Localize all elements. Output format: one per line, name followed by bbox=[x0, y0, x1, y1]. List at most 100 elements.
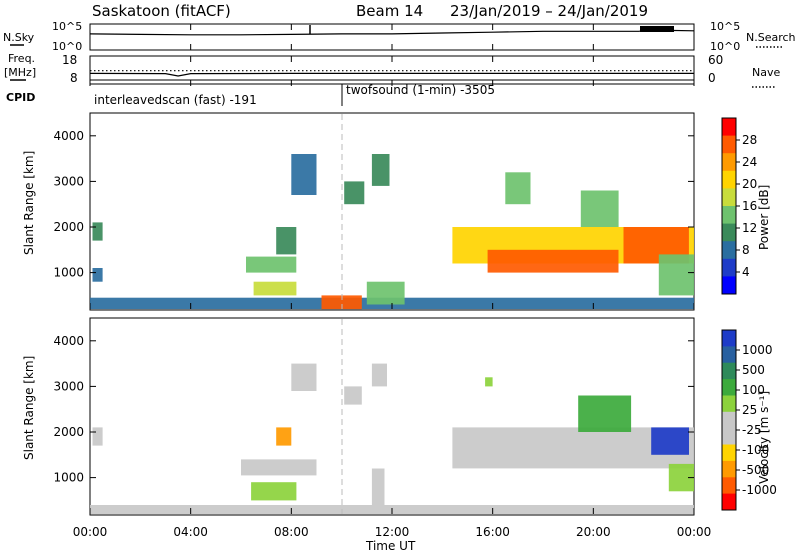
freq-tick-bottom: 8 bbox=[70, 71, 78, 85]
scatter-patch-5 bbox=[276, 227, 297, 255]
colorbar-swatch bbox=[722, 477, 736, 495]
colorbar-swatch bbox=[722, 493, 736, 511]
y-tick-label: 2000 bbox=[53, 220, 84, 234]
y-tick-label: 2000 bbox=[53, 425, 84, 439]
y-tick-label: 3000 bbox=[53, 379, 84, 393]
noise-right-tick-bottom: 10^0 bbox=[710, 40, 740, 53]
colorbar-swatch bbox=[722, 460, 736, 478]
colorbar-tick-label: 500 bbox=[742, 363, 765, 377]
scatter-patch-13 bbox=[505, 172, 531, 205]
noise-right-tick-top: 10^5 bbox=[710, 20, 740, 33]
date-range: 23/Jan/2019 – 24/Jan/2019 bbox=[450, 2, 648, 20]
colorbar-swatch bbox=[722, 276, 736, 295]
scatter-patch-2 bbox=[241, 459, 317, 476]
y-tick-label: 1000 bbox=[53, 471, 84, 485]
colorbar-tick-label: -500 bbox=[742, 463, 769, 477]
colorbar-swatch bbox=[722, 206, 736, 225]
scatter-patch-14 bbox=[580, 190, 619, 227]
nave-label: Nave bbox=[752, 66, 780, 79]
nave-tick-top: 60 bbox=[708, 53, 723, 67]
colorbar-frame bbox=[721, 329, 737, 511]
colorbar-swatch bbox=[722, 395, 736, 413]
colorbar-swatch bbox=[722, 118, 736, 137]
scatter-patch-4 bbox=[253, 281, 297, 296]
scatter-patch-2 bbox=[92, 268, 103, 282]
colorbar-tick-label: 20 bbox=[742, 177, 757, 191]
colorbar-swatch bbox=[722, 411, 736, 429]
x-tick-label: 20:00 bbox=[576, 525, 611, 539]
colorbar-tick-label: -1000 bbox=[742, 483, 777, 497]
power-colorbar: 28 24 20 16 12 8 4 Power [dB] bbox=[721, 117, 771, 295]
x-tick-label: 04:00 bbox=[173, 525, 208, 539]
velocity-y-ticks: 1000 2000 3000 4000 bbox=[53, 334, 694, 485]
nsky-label: N.Sky bbox=[3, 31, 35, 44]
cpid-segment-2: twofsound (1-min) -3505 bbox=[346, 83, 495, 97]
colorbar-swatch bbox=[722, 153, 736, 172]
scatter-patch-12 bbox=[651, 427, 689, 455]
colorbar-swatch bbox=[722, 241, 736, 260]
scatter-patch-3 bbox=[251, 482, 297, 501]
colorbar-tick-label: 28 bbox=[742, 133, 757, 147]
scatter-patch-8 bbox=[371, 468, 385, 505]
time-axis-label: Time UT bbox=[365, 539, 416, 553]
scatter-patch-11 bbox=[578, 395, 632, 432]
cpid-label: CPID bbox=[6, 91, 35, 104]
colorbar-swatch bbox=[722, 188, 736, 207]
scatter-patch-8 bbox=[344, 181, 365, 205]
freq-series-line bbox=[89, 72, 694, 77]
scatter-patch-1 bbox=[92, 427, 103, 446]
nave-tick-bottom: 0 bbox=[708, 71, 716, 85]
colorbar-swatch bbox=[722, 444, 736, 462]
scatter-patch-10 bbox=[366, 281, 405, 305]
noise-panel: N.Sky 10^5 10^0 10^5 10^0 N.Search bbox=[3, 20, 796, 53]
scatter-patch-9 bbox=[371, 154, 390, 186]
velocity-colorbar-label: Velocity [m s⁻¹] bbox=[757, 391, 771, 484]
freq-tick-top: 18 bbox=[62, 53, 77, 67]
colorbar-tick-label: 25 bbox=[742, 403, 757, 417]
x-tick-label: 00:00 bbox=[73, 525, 108, 539]
scatter-patch-10 bbox=[485, 377, 493, 387]
freq-label-line1: Freq. bbox=[8, 52, 35, 65]
scatter-patch-6 bbox=[344, 386, 362, 405]
velocity-colorbar: 1000 500 100 25 -25 -100 -500 -1000 Velocity [m… bbox=[721, 329, 777, 511]
noise-tick-top: 10^5 bbox=[52, 20, 82, 33]
colorbar-tick-label: -100 bbox=[742, 443, 769, 457]
colorbar-tick-label: -25 bbox=[742, 423, 762, 437]
y-tick-label: 3000 bbox=[53, 174, 84, 188]
time-axis: 00:00 04:00 08:00 12:00 16:00 20:00 00:00 bbox=[73, 24, 712, 539]
x-tick-label: 00:00 bbox=[677, 525, 712, 539]
colorbar-swatch bbox=[722, 258, 736, 277]
cpid-panel: CPID interleavedscan (fast) -191 twofsou… bbox=[6, 83, 694, 107]
colorbar-tick-label: 1000 bbox=[742, 343, 773, 357]
x-tick-label: 08:00 bbox=[274, 525, 309, 539]
nsearch-label: N.Search bbox=[746, 31, 796, 44]
colorbar-swatch bbox=[722, 346, 736, 364]
power-panel: Slant Range [km] 1000 2000 3000 4000 bbox=[22, 112, 695, 311]
x-tick-label: 12:00 bbox=[375, 525, 410, 539]
power-y-ticks: 1000 2000 3000 4000 bbox=[53, 129, 694, 280]
scatter-patch-7 bbox=[321, 295, 362, 310]
scatter-patch-12 bbox=[487, 249, 619, 273]
cpid-segment-1: interleavedscan (fast) -191 bbox=[94, 93, 257, 107]
x-tick-label: 16:00 bbox=[475, 525, 510, 539]
velocity-ylabel: Slant Range [km] bbox=[22, 356, 36, 460]
station-title: Saskatoon (fitACF) bbox=[92, 2, 231, 20]
y-tick-label: 4000 bbox=[53, 334, 84, 348]
noise-tick-bottom: 10^0 bbox=[52, 40, 82, 53]
y-tick-label: 1000 bbox=[53, 266, 84, 280]
scatter-patch-4 bbox=[276, 427, 292, 446]
power-colorbar-label: Power [dB] bbox=[757, 185, 771, 250]
colorbar-swatch bbox=[722, 223, 736, 242]
scatter-patch-1 bbox=[92, 222, 103, 241]
colorbar-swatch bbox=[722, 379, 736, 396]
colorbar-swatch bbox=[722, 170, 736, 189]
freq-label-line2: [MHz] bbox=[4, 66, 36, 79]
colorbar-tick-label: 100 bbox=[742, 383, 765, 397]
colorbar-tick-label: 16 bbox=[742, 199, 757, 213]
nsky-burst bbox=[640, 26, 674, 32]
scatter-patch-6 bbox=[291, 154, 317, 195]
velocity-panel: Slant Range [km] 1000 2000 3000 4000 bbox=[22, 317, 695, 516]
scatter-patch-16 bbox=[658, 254, 694, 296]
colorbar-tick-label: 8 bbox=[742, 243, 750, 257]
scatter-patch-3 bbox=[246, 256, 297, 273]
